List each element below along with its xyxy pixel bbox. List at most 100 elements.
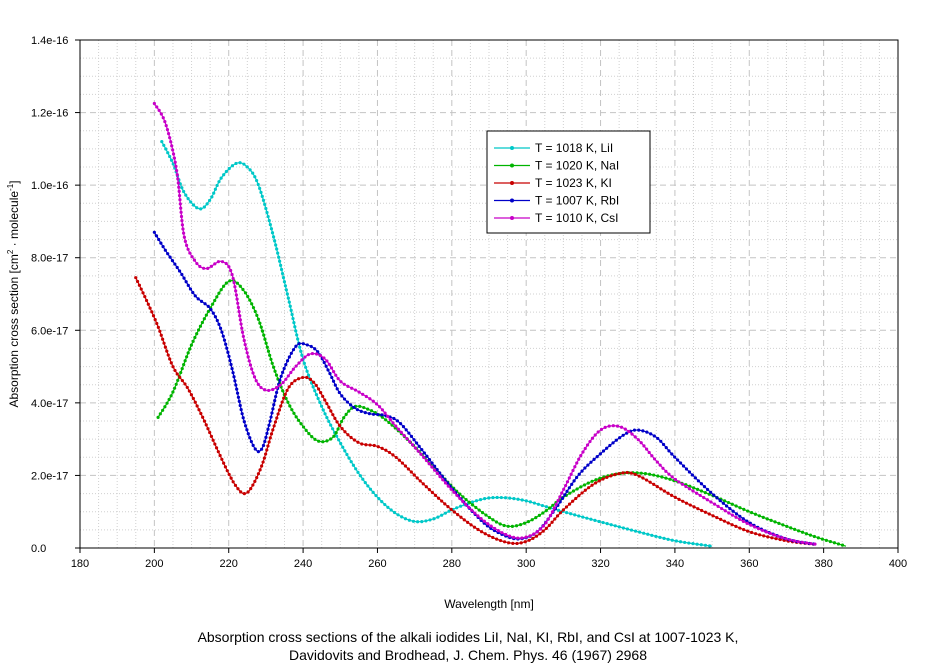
data-point <box>567 486 571 490</box>
data-point <box>234 161 238 166</box>
data-point <box>160 140 164 144</box>
data-point <box>227 472 231 477</box>
data-point <box>213 187 218 191</box>
data-point <box>700 508 704 513</box>
data-point <box>718 498 722 503</box>
data-point <box>321 408 325 412</box>
data-point <box>416 520 420 524</box>
data-point <box>316 396 320 401</box>
data-point <box>270 361 274 365</box>
data-point <box>707 512 711 516</box>
data-point <box>241 416 245 420</box>
data-point <box>470 508 474 512</box>
data-point <box>211 302 215 306</box>
data-point <box>474 499 479 503</box>
data-point <box>788 538 792 542</box>
data-point <box>323 412 327 416</box>
legend-marker <box>510 181 514 185</box>
data-point <box>692 486 696 490</box>
data-point <box>227 265 231 269</box>
data-point <box>541 524 546 528</box>
data-point <box>173 368 177 373</box>
data-point <box>647 472 652 476</box>
data-point <box>586 463 590 467</box>
data-point <box>248 298 252 302</box>
data-point <box>224 169 228 174</box>
data-point <box>813 542 817 546</box>
data-point <box>231 276 235 281</box>
x-tick-label: 340 <box>666 558 684 570</box>
data-point <box>613 473 617 477</box>
data-point <box>348 403 353 407</box>
data-point <box>170 144 174 148</box>
data-point <box>336 427 340 431</box>
data-point <box>593 518 597 522</box>
data-point <box>230 366 234 371</box>
data-point <box>723 499 727 503</box>
data-point <box>516 497 520 501</box>
data-point <box>334 431 338 435</box>
data-point <box>684 484 688 489</box>
data-point <box>702 485 707 489</box>
data-point <box>209 308 213 312</box>
data-point <box>345 452 349 457</box>
data-point <box>705 498 709 502</box>
data-point <box>291 348 296 352</box>
legend-label: T = 1018 K, LiI <box>535 141 613 155</box>
data-point <box>499 495 503 500</box>
data-point <box>180 186 184 190</box>
data-point <box>271 428 275 432</box>
data-point <box>816 536 820 540</box>
data-point <box>186 283 190 287</box>
data-point <box>325 359 329 363</box>
data-point <box>218 453 222 458</box>
data-point <box>711 514 715 518</box>
caption-line-2: Davidovits and Brodhead, J. Chem. Phys. … <box>289 647 647 663</box>
data-point <box>459 504 463 508</box>
data-point <box>765 517 769 521</box>
data-point <box>158 329 162 333</box>
data-point <box>678 461 683 465</box>
data-point <box>151 314 156 318</box>
data-point <box>643 472 648 476</box>
data-point <box>327 405 331 409</box>
data-point <box>325 401 329 406</box>
data-point <box>290 381 294 386</box>
data-point <box>645 447 649 451</box>
data-point <box>722 519 727 523</box>
data-point <box>705 487 710 492</box>
data-point <box>213 262 217 266</box>
data-point <box>256 182 260 187</box>
data-point <box>647 450 651 455</box>
data-point <box>731 509 735 513</box>
data-point <box>261 460 265 464</box>
data-point <box>455 506 459 510</box>
data-point <box>734 515 738 519</box>
data-point <box>347 409 351 413</box>
data-point <box>598 452 602 456</box>
data-point <box>621 471 625 475</box>
data-point <box>363 480 367 485</box>
data-point <box>306 353 311 357</box>
data-point <box>654 534 658 538</box>
y-tick-label: 4.0e-17 <box>31 398 68 410</box>
data-point <box>252 375 257 379</box>
data-point <box>193 294 197 298</box>
data-point <box>409 434 414 438</box>
data-point <box>262 333 266 337</box>
data-point <box>489 524 493 528</box>
data-point <box>195 332 199 336</box>
data-point <box>166 252 170 256</box>
data-point <box>637 428 641 432</box>
data-point <box>358 474 362 478</box>
data-point <box>368 443 372 447</box>
data-point <box>251 443 255 447</box>
data-point <box>224 261 228 266</box>
data-point <box>687 487 692 491</box>
data-point <box>211 311 215 315</box>
data-point <box>377 405 382 409</box>
data-point <box>540 503 545 508</box>
data-point <box>239 490 243 494</box>
data-point <box>271 407 275 411</box>
